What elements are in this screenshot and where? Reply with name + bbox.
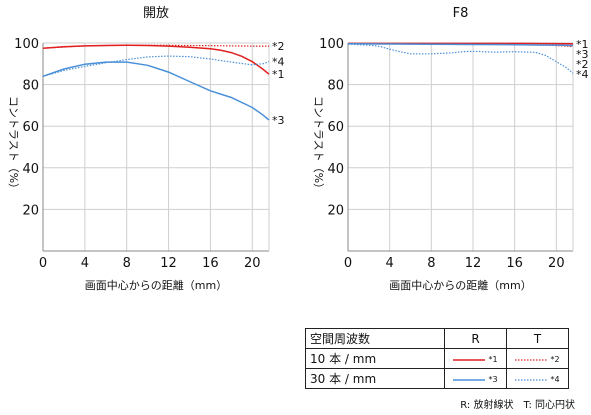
legend-swatch-r-30: *3 [453, 375, 498, 384]
x-tick-label: 4 [386, 256, 394, 271]
y-tick-label: 80 [327, 79, 344, 94]
legend-row-label: 30 本 / mm [305, 368, 445, 389]
legend-tag: *3 [488, 375, 498, 384]
y-tick-label: 60 [327, 120, 344, 135]
legend-tag: *2 [550, 355, 560, 364]
x-tick-label: 8 [427, 256, 435, 271]
legend-note: R: 放射線状 T: 同心円状 [460, 400, 575, 411]
chart-title: F8 [453, 6, 469, 21]
y-axis-label: コントラスト（%） [7, 96, 20, 194]
x-tick-label: 0 [344, 256, 352, 271]
legend-row-30: 30 本 / mm *3 *4 [305, 368, 569, 389]
y-tick-label: 100 [319, 37, 344, 52]
x-tick-label: 20 [244, 256, 261, 271]
series-line-star4 [42, 55, 270, 77]
legend-tag: *4 [550, 375, 560, 384]
x-tick-label: 4 [81, 256, 89, 271]
series-end-label: *2 [272, 40, 285, 53]
series-end-label: *3 [576, 48, 589, 61]
x-tick-label: 12 [160, 256, 177, 271]
x-tick-label: 20 [548, 256, 565, 271]
x-axis-label: 画面中心からの距離（mm） [389, 278, 531, 292]
legend-row-label: 10 本 / mm [305, 348, 445, 369]
legend-header-t: T [506, 328, 569, 349]
legend-header-row: 空間周波数 R T [305, 328, 569, 349]
y-axis-label: コントラスト（%） [312, 96, 325, 194]
legend-row-10: 10 本 / mm *1 *2 [305, 348, 569, 369]
y-tick-label: 20 [327, 203, 344, 218]
mtf-charts: 開放0 4 8 12 16 2020406080100画面中心からの距離（mm）コントラス… [7, 6, 589, 292]
series-end-label: *2 [576, 58, 589, 71]
x-tick-label: 16 [506, 256, 523, 271]
x-axis-label: 画面中心からの距離（mm） [85, 278, 227, 292]
chart-title: 開放 [143, 6, 169, 21]
legend-tag: *1 [488, 355, 498, 364]
legend-swatch-t-10: *2 [515, 355, 560, 364]
legend-swatch-r-10: *1 [453, 355, 498, 364]
y-tick-label: 40 [22, 162, 39, 177]
series-line-star2 [42, 44, 269, 49]
x-tick-label: 12 [465, 256, 482, 271]
y-tick-label: 100 [14, 37, 39, 52]
legend-table: 空間周波数 R T 10 本 / mm *1 *2 30 本 / mm *3 [305, 328, 569, 389]
x-tick-label: 16 [202, 256, 219, 271]
legend-swatch-t-30: *4 [515, 375, 560, 384]
series-line-star1 [42, 44, 270, 75]
series-end-label: *3 [272, 114, 285, 127]
legend-header-r: R [444, 328, 507, 349]
series-end-label: *4 [272, 56, 285, 69]
x-tick-label: 8 [123, 256, 131, 271]
series-end-label: *4 [576, 68, 589, 81]
y-tick-label: 20 [22, 203, 39, 218]
y-tick-label: 60 [22, 120, 39, 135]
legend-header-label: 空間周波数 [305, 328, 445, 349]
y-tick-label: 80 [22, 79, 39, 94]
x-tick-label: 0 [39, 256, 47, 271]
series-line-star3 [42, 61, 270, 121]
series-line-star4 [347, 43, 574, 74]
series-line-star3 [347, 43, 574, 47]
y-tick-label: 40 [327, 162, 344, 177]
series-end-label: *1 [576, 38, 589, 51]
series-end-label: *1 [272, 68, 285, 81]
